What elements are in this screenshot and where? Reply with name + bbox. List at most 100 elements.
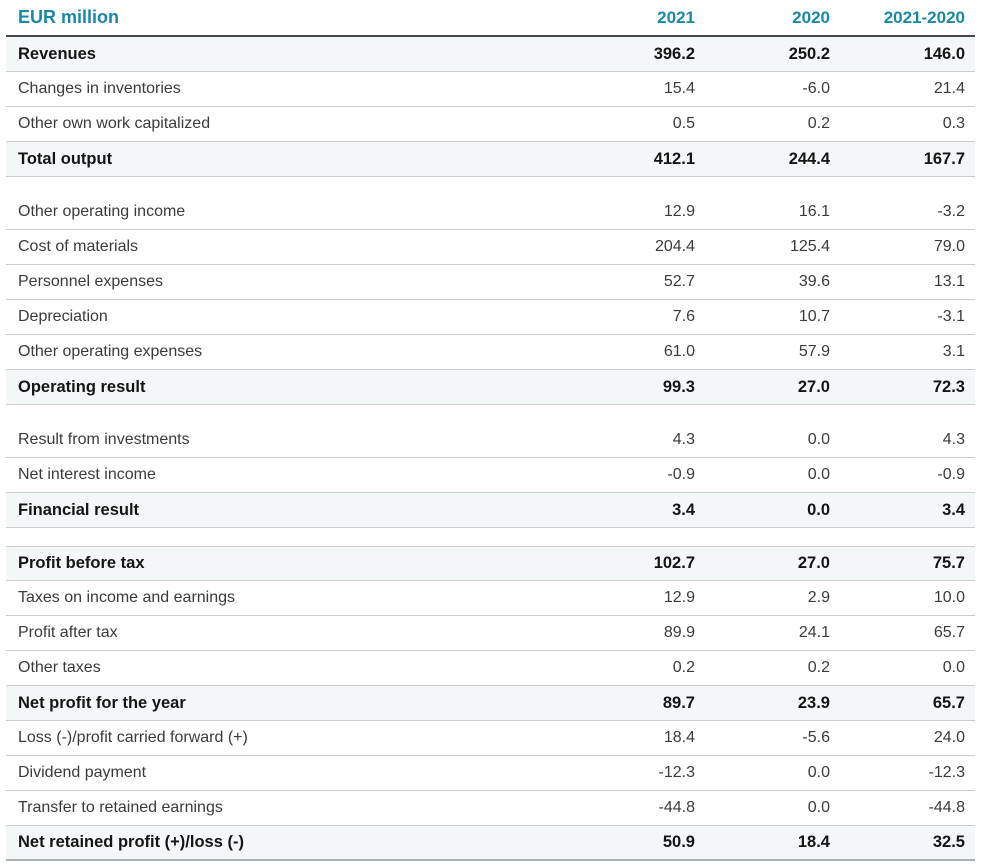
value-2021: 12.9	[663, 589, 695, 606]
value-diff: 65.7	[932, 693, 965, 712]
value-2021: 0.2	[672, 659, 695, 676]
value-diff: 65.7	[933, 624, 965, 641]
value-2020: 27.0	[797, 377, 830, 396]
value-diff: 3.4	[942, 500, 965, 519]
value-diff: -3.2	[937, 203, 965, 220]
table-row-total-output: Total output 412.1 244.4 167.7	[6, 142, 975, 177]
table-row-other-own-work-capitalized: Other own work capitalized 0.5 0.2 0.3	[6, 107, 975, 142]
value-2021: 102.7	[653, 554, 695, 572]
row-label: Profit before tax	[18, 554, 145, 572]
table-row-dividend-payment: Dividend payment -12.3 0.0 -12.3	[6, 756, 975, 791]
value-2020: 39.6	[798, 273, 830, 290]
table-row-operating-result: Operating result 99.3 27.0 72.3	[6, 370, 975, 405]
row-label: Net profit for the year	[18, 693, 186, 712]
value-2021: 89.7	[662, 693, 695, 712]
row-label: Net retained profit (+)/loss (-)	[18, 833, 244, 851]
value-diff: -0.9	[937, 466, 965, 483]
value-2020: 0.0	[807, 466, 830, 483]
value-2021: 204.4	[654, 238, 695, 255]
value-2020: 0.0	[807, 431, 830, 448]
value-2020: 125.4	[789, 238, 830, 255]
value-diff: 10.0	[933, 589, 965, 606]
value-2021: -12.3	[658, 764, 695, 781]
value-diff: 75.7	[932, 554, 965, 572]
table-row-other-operating-expenses: Other operating expenses 61.0 57.9 3.1	[6, 335, 975, 370]
column-header-2020: 2020	[792, 7, 830, 27]
value-2021: 18.4	[663, 729, 695, 746]
row-label: Revenues	[18, 44, 96, 63]
value-2020: 57.9	[798, 343, 830, 360]
value-2020: -6.0	[802, 80, 830, 97]
value-diff: 24.0	[933, 729, 965, 746]
value-2021: 7.6	[672, 308, 695, 325]
row-label: Other operating expenses	[18, 343, 203, 360]
income-statement-table: EUR million 2021 2020 2021-2020 Revenues…	[6, 0, 975, 861]
table-row-personnel-expenses: Personnel expenses 52.7 39.6 13.1	[6, 265, 975, 300]
section-spacer	[6, 528, 975, 546]
value-2020: 250.2	[788, 44, 830, 63]
table-row-transfer-to-retained-earnings: Transfer to retained earnings -44.8 0.0 …	[6, 791, 975, 826]
value-2020: 0.0	[807, 799, 830, 816]
value-diff: 72.3	[932, 377, 965, 396]
row-label: Net interest income	[18, 466, 156, 483]
value-2021: 15.4	[663, 80, 695, 97]
table-row-loss-profit-carried-forward: Loss (-)/profit carried forward (+) 18.4…	[6, 721, 975, 756]
table-row-taxes-on-income-and-earnings: Taxes on income and earnings 12.9 2.9 10…	[6, 581, 975, 616]
table-row-net-profit-for-the-year: Net profit for the year 89.7 23.9 65.7	[6, 686, 975, 721]
value-2020: 27.0	[797, 554, 830, 572]
row-label: Other taxes	[18, 659, 101, 676]
value-diff: 0.3	[942, 115, 965, 132]
value-diff: -3.1	[937, 308, 965, 325]
row-label: Other operating income	[18, 203, 186, 220]
value-2020: 23.9	[797, 693, 830, 712]
table-row-net-interest-income: Net interest income -0.9 0.0 -0.9	[6, 458, 975, 493]
value-2021: 99.3	[662, 377, 695, 396]
value-diff: -44.8	[928, 799, 965, 816]
row-label: Dividend payment	[18, 764, 147, 781]
value-2020: 0.2	[807, 115, 830, 132]
value-diff: 13.1	[933, 273, 965, 290]
value-2021: 0.5	[672, 115, 695, 132]
row-label: Changes in inventories	[18, 80, 181, 97]
value-2020: 0.2	[807, 659, 830, 676]
section-spacer	[6, 177, 975, 195]
table-header-row: EUR million 2021 2020 2021-2020	[6, 0, 975, 37]
table-row-other-operating-income: Other operating income 12.9 16.1 -3.2	[6, 195, 975, 230]
row-label: Operating result	[18, 377, 146, 396]
row-label: Personnel expenses	[18, 273, 163, 290]
row-label: Financial result	[18, 500, 140, 519]
value-diff: 79.0	[933, 238, 965, 255]
column-header-diff: 2021-2020	[883, 7, 965, 27]
value-2021: -44.8	[658, 799, 695, 816]
row-label: Depreciation	[18, 308, 108, 325]
value-2020: -5.6	[802, 729, 830, 746]
table-row-revenues: Revenues 396.2 250.2 146.0	[6, 37, 975, 72]
value-2021: 412.1	[653, 149, 695, 168]
table-row-profit-before-tax: Profit before tax 102.7 27.0 75.7	[6, 546, 975, 581]
table-row-changes-in-inventories: Changes in inventories 15.4 -6.0 21.4	[6, 72, 975, 107]
value-diff: -12.3	[928, 764, 965, 781]
row-label: Profit after tax	[18, 624, 118, 641]
row-label: Transfer to retained earnings	[18, 799, 223, 816]
value-2021: 3.4	[672, 500, 695, 519]
row-label: Other own work capitalized	[18, 115, 211, 132]
value-2021: 396.2	[653, 44, 695, 63]
value-diff: 0.0	[942, 659, 965, 676]
value-diff: 146.0	[923, 44, 965, 63]
value-2021: 4.3	[672, 431, 695, 448]
value-2021: 12.9	[663, 203, 695, 220]
value-2021: 50.9	[662, 833, 695, 851]
value-diff: 32.5	[932, 833, 965, 851]
table-row-cost-of-materials: Cost of materials 204.4 125.4 79.0	[6, 230, 975, 265]
row-label: Loss (-)/profit carried forward (+)	[18, 729, 248, 746]
table-row-result-from-investments: Result from investments 4.3 0.0 4.3	[6, 423, 975, 458]
value-diff: 167.7	[923, 149, 965, 168]
value-diff: 21.4	[933, 80, 965, 97]
value-2020: 0.0	[807, 764, 830, 781]
value-2020: 10.7	[798, 308, 830, 325]
value-2020: 0.0	[807, 500, 830, 519]
table-row-profit-after-tax: Profit after tax 89.9 24.1 65.7	[6, 616, 975, 651]
value-2021: 89.9	[663, 624, 695, 641]
table-row-financial-result: Financial result 3.4 0.0 3.4	[6, 493, 975, 528]
row-label: Cost of materials	[18, 238, 139, 255]
